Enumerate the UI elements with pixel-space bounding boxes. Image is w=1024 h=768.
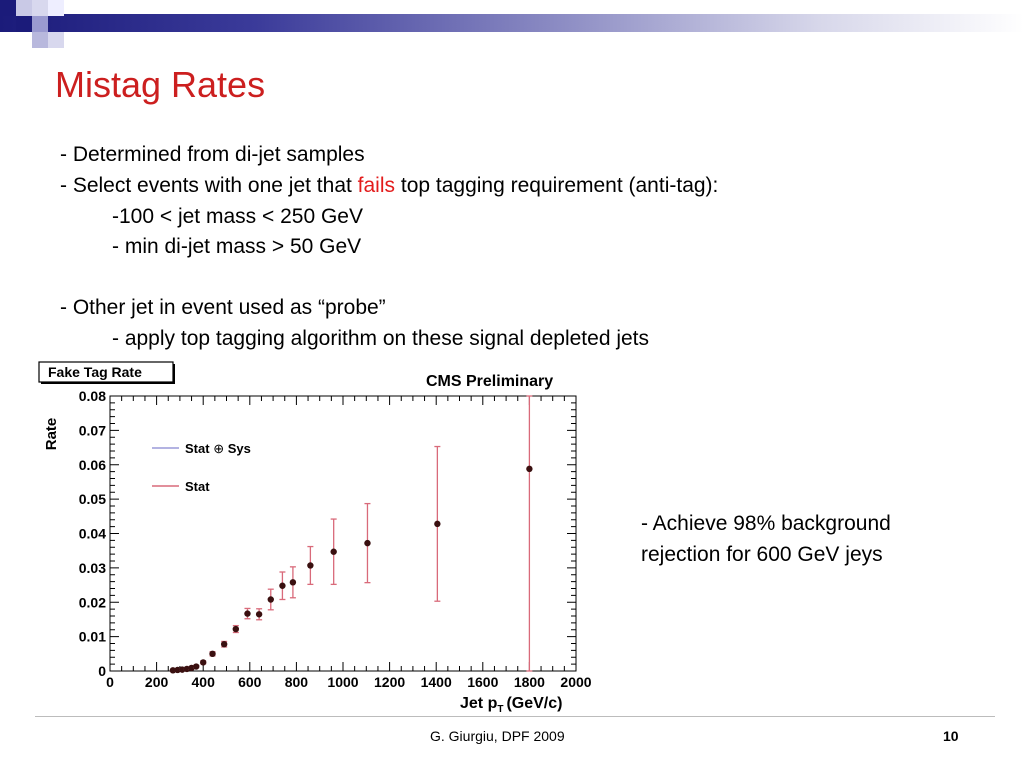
data-point bbox=[526, 465, 533, 473]
sub-bullet-line: - min di-jet mass > 50 GeV bbox=[112, 235, 362, 258]
slide-title: Mistag Rates bbox=[55, 64, 266, 105]
chart-subtitle: CMS Preliminary bbox=[426, 373, 553, 390]
sub-bullet-line: - apply top tagging algorithm on these s… bbox=[112, 327, 650, 350]
x-tick-label: 400 bbox=[192, 674, 216, 690]
x-tick-label: 1000 bbox=[327, 674, 358, 690]
header-square bbox=[48, 32, 64, 48]
x-tick-label: 800 bbox=[285, 674, 309, 690]
data-point bbox=[330, 548, 337, 555]
bullet-text: top tagging requirement (anti-tag): bbox=[395, 174, 719, 197]
data-point bbox=[307, 562, 314, 569]
x-tick-label: 0 bbox=[106, 674, 114, 690]
data-point bbox=[289, 579, 297, 586]
chart-background bbox=[34, 360, 606, 716]
data-point bbox=[174, 666, 181, 674]
y-tick-label: 0.07 bbox=[79, 422, 106, 438]
chart-svg: Fake Tag Rate CMS Preliminary 0 200 400 600… bbox=[34, 360, 606, 716]
y-tick-label: 0.06 bbox=[79, 457, 106, 473]
bullet-line: - Select events with one jet that fails … bbox=[60, 174, 718, 198]
page-number: 10 bbox=[943, 728, 959, 744]
chart-title: Fake Tag Rate bbox=[48, 364, 142, 380]
header-banner bbox=[0, 14, 1024, 32]
bullet-line: - Other jet in event used as “probe” bbox=[60, 296, 386, 319]
footer-divider bbox=[35, 716, 995, 717]
data-point bbox=[244, 610, 251, 617]
data-point bbox=[267, 596, 274, 603]
data-point bbox=[279, 582, 286, 589]
data-point bbox=[232, 625, 240, 633]
header-square bbox=[48, 0, 64, 16]
header-square bbox=[16, 16, 32, 32]
data-point bbox=[255, 611, 263, 618]
chart-title-shadow bbox=[173, 364, 175, 384]
header-square bbox=[32, 32, 48, 48]
side-note: - Achieve 98% background rejection for 6… bbox=[641, 508, 891, 570]
y-tick-label: 0 bbox=[98, 663, 106, 679]
axis-ticks bbox=[109, 395, 577, 672]
y-axis-label: Rate bbox=[43, 418, 60, 451]
highlight-word: fails bbox=[357, 174, 396, 197]
header-square bbox=[0, 0, 16, 16]
y-tick-label: 0.03 bbox=[79, 560, 106, 576]
data-point bbox=[364, 539, 371, 547]
x-axis-label: Jet pT (GeV/c) bbox=[460, 695, 562, 715]
header-square bbox=[16, 0, 32, 16]
header-square bbox=[32, 0, 48, 16]
header-square bbox=[32, 16, 48, 32]
data-point bbox=[209, 650, 216, 658]
x-tick-label: 2000 bbox=[560, 674, 591, 690]
y-tick-label: 0.04 bbox=[79, 526, 106, 542]
legend-label-stat: Stat bbox=[185, 479, 210, 494]
sub-bullet-line: -100 < jet mass < 250 GeV bbox=[112, 205, 363, 228]
data-point bbox=[169, 667, 177, 674]
side-note-line: rejection for 600 GeV jeys bbox=[641, 543, 883, 566]
chart-title-shadow bbox=[41, 382, 175, 384]
footer-author: G. Giurgiu, DPF 2009 bbox=[430, 728, 565, 744]
x-tick-label: 600 bbox=[238, 674, 262, 690]
x-tick-label: 1400 bbox=[421, 674, 452, 690]
legend-label-stat-sys: Stat ⊕ Sys bbox=[185, 441, 251, 456]
side-note-line: - Achieve 98% background bbox=[641, 512, 891, 535]
x-tick-label: 200 bbox=[145, 674, 169, 690]
y-tick-label: 0.05 bbox=[79, 491, 106, 507]
x-tick-label: 1200 bbox=[374, 674, 405, 690]
x-tick-label: 1800 bbox=[514, 674, 545, 690]
y-tick-label: 0.01 bbox=[79, 629, 106, 645]
data-point bbox=[220, 640, 228, 648]
fake-tag-rate-chart: Fake Tag Rate CMS Preliminary 0 200 400 600… bbox=[34, 360, 606, 716]
bullet-line: - Determined from di-jet samples bbox=[60, 143, 365, 166]
data-points bbox=[169, 395, 533, 674]
x-tick-label: 1600 bbox=[467, 674, 498, 690]
y-tick-label: 0.02 bbox=[79, 594, 106, 610]
data-point bbox=[193, 663, 200, 670]
bullet-text: - Select events with one jet that bbox=[60, 174, 358, 197]
data-point bbox=[434, 520, 441, 528]
axis-tick-labels: 0 200 400 600 800 1000 1200 1400 1600 1800 2000 0 0.… bbox=[79, 388, 592, 690]
y-tick-label: 0.08 bbox=[79, 388, 106, 404]
data-point bbox=[200, 659, 207, 666]
